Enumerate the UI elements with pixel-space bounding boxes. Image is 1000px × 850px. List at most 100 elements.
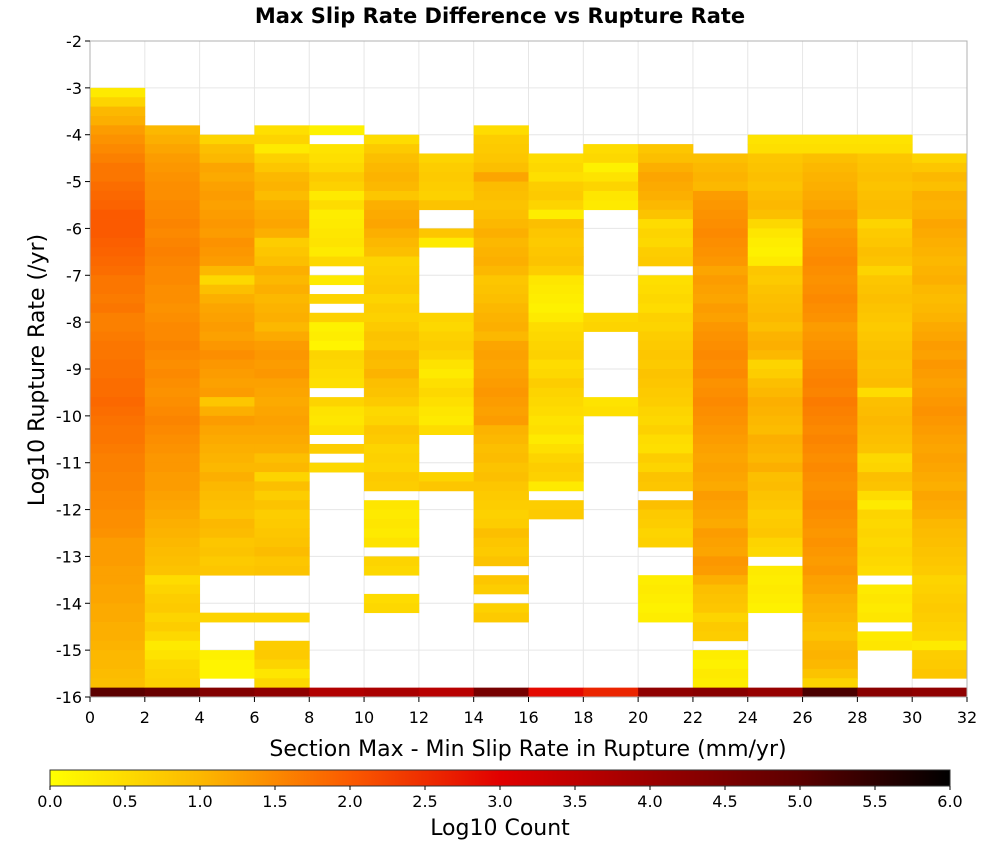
heatmap-cell — [199, 247, 255, 257]
heatmap-cell — [692, 481, 749, 492]
heatmap-cell — [692, 228, 749, 239]
heatmap-cell — [144, 369, 201, 379]
heatmap-cell — [747, 134, 803, 145]
heatmap-cell — [254, 144, 310, 154]
heatmap-cell — [912, 340, 968, 351]
heatmap-cell — [747, 340, 803, 351]
heatmap-cell — [912, 593, 968, 604]
x-tick-label: 2 — [140, 708, 150, 727]
y-axis-label: Log10 Rupture Rate (/yr) — [25, 234, 50, 506]
x-tick-label: 12 — [409, 708, 429, 727]
heatmap-cell — [802, 453, 858, 464]
heatmap-cell — [364, 556, 420, 567]
heatmap-cell — [473, 200, 529, 211]
heatmap-cell — [802, 593, 858, 604]
heatmap-cell — [802, 247, 858, 257]
y-tick-label: -11 — [56, 454, 82, 473]
heatmap-cell — [473, 312, 529, 323]
heatmap-cell — [364, 219, 420, 229]
heatmap-cell — [90, 312, 146, 323]
heatmap-cell — [199, 350, 255, 361]
heatmap-cell — [747, 509, 803, 520]
heatmap-cell — [912, 584, 968, 595]
heatmap-cell — [912, 181, 968, 192]
heatmap-cell — [309, 406, 365, 417]
heatmap-cell — [144, 668, 201, 679]
heatmap-cell — [309, 181, 365, 192]
y-tick-label: -4 — [66, 126, 82, 145]
heatmap-cell — [90, 593, 146, 604]
heatmap-cell — [473, 443, 529, 454]
heatmap-cell — [90, 303, 146, 314]
heatmap-cell — [90, 378, 146, 389]
heatmap-cell — [144, 200, 201, 211]
heatmap-cell — [692, 547, 749, 557]
heatmap-cell — [857, 603, 913, 614]
heatmap-cell — [473, 547, 529, 557]
heatmap-cell — [583, 172, 639, 182]
heatmap-cell — [638, 200, 694, 211]
heatmap-cell — [254, 518, 310, 529]
heatmap-cell — [364, 687, 420, 698]
heatmap-cell — [364, 565, 420, 576]
heatmap-cell — [857, 322, 913, 332]
heatmap-cell — [309, 228, 365, 239]
heatmap-cell — [638, 406, 694, 417]
heatmap-cell — [473, 378, 529, 389]
heatmap-cell — [857, 500, 913, 510]
heatmap-cell — [638, 537, 694, 548]
heatmap-cell — [309, 687, 365, 698]
heatmap-cell — [199, 237, 255, 248]
heatmap-cell — [144, 547, 201, 557]
heatmap-cell — [638, 247, 694, 257]
x-tick-label: 24 — [738, 708, 758, 727]
heatmap-cell — [912, 434, 968, 445]
heatmap-cell — [638, 397, 694, 407]
heatmap-cell — [364, 247, 420, 257]
heatmap-cell — [254, 181, 310, 192]
heatmap-cell — [199, 190, 255, 201]
heatmap-cell — [418, 312, 475, 323]
x-axis-ticks: 0 2 4 6 8 10 12 14 16 18 20 22 24 26 28 30 32 — [85, 697, 977, 727]
colorbar-tick-label: 4.0 — [637, 792, 662, 811]
heatmap-cell — [364, 340, 420, 351]
heatmap-cell — [912, 209, 968, 220]
heatmap-cell — [418, 172, 475, 182]
heatmap-cell — [857, 369, 913, 379]
heatmap-cell — [802, 640, 858, 651]
heatmap-cell — [309, 172, 365, 182]
heatmap-cell — [418, 406, 475, 417]
heatmap-cell — [199, 153, 255, 164]
heatmap-cell — [747, 472, 803, 482]
heatmap-cell — [802, 369, 858, 379]
heatmap-cell — [144, 134, 201, 145]
heatmap-cell — [747, 425, 803, 435]
heatmap-cell — [912, 668, 968, 679]
x-tick-label: 0 — [85, 708, 95, 727]
heatmap-cell — [473, 397, 529, 407]
heatmap-cell — [528, 331, 584, 342]
heatmap-cell — [912, 462, 968, 473]
heatmap-cell — [583, 190, 639, 201]
heatmap-cell — [199, 668, 255, 679]
heatmap-cell — [309, 153, 365, 164]
heatmap-cell — [144, 509, 201, 520]
heatmap-cell — [364, 265, 420, 276]
heatmap-cell — [254, 172, 310, 182]
heatmap-cell — [364, 472, 420, 482]
heatmap-cell — [473, 134, 529, 145]
heatmap-cell — [583, 312, 639, 323]
heatmap-cell — [144, 284, 201, 295]
heatmap-cell — [90, 181, 146, 192]
heatmap-cell — [857, 415, 913, 426]
heatmap-cell — [802, 575, 858, 585]
heatmap-cell — [90, 518, 146, 529]
heatmap-cell — [418, 181, 475, 192]
heatmap-cell — [802, 687, 858, 698]
heatmap-cell — [912, 650, 968, 660]
x-tick-label: 16 — [518, 708, 538, 727]
colorbar-tick-label: 5.0 — [787, 792, 812, 811]
heatmap-cell — [473, 350, 529, 361]
heatmap-cell — [418, 200, 475, 211]
heatmap-cell — [473, 144, 529, 154]
